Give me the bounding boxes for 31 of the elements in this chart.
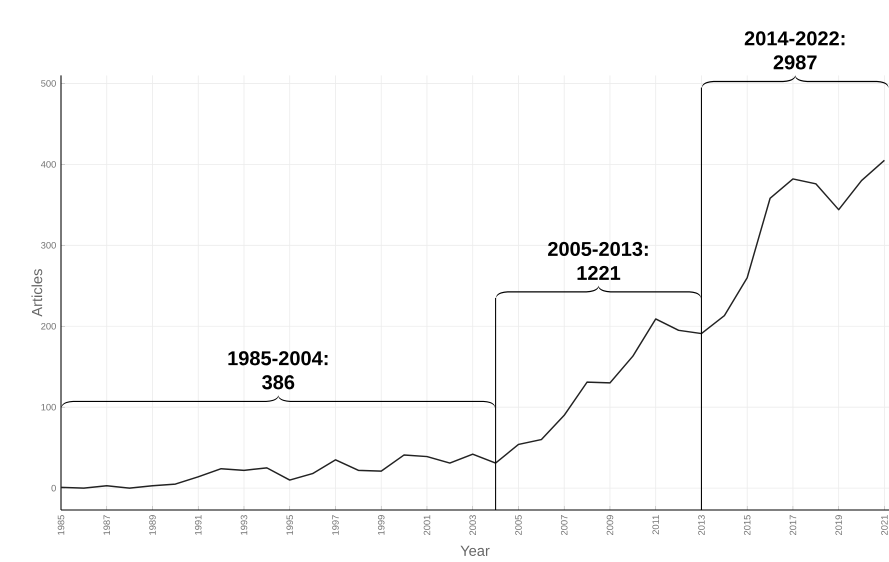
x-tick-label: 2017 [790,515,796,536]
y-tick-label: 200 [41,322,56,330]
x-tick-label: 1991 [194,515,202,535]
y-tick-label: 0 [51,484,56,492]
x-tick-label: 2013 [698,515,705,536]
y-tick-label: 500 [41,80,56,87]
x-tick-label: 2011 [652,515,659,534]
x-tick-label: 1997 [332,515,339,535]
annotation: 2005-2013: 1221 [548,242,648,280]
y-axis-title: Articles [31,269,42,317]
x-axis-title: Year [460,546,490,556]
x-tick-label: 2007 [560,515,568,536]
y-tick-label: 100 [41,404,56,410]
x-tick-label: 1993 [240,515,248,535]
x-tick-label: 1995 [286,515,294,535]
x-tick-label: 1985 [58,515,64,535]
x-tick-label: 2019 [835,515,842,536]
y-tick-label: 400 [40,161,56,168]
x-tick-label: 2003 [469,515,476,536]
x-tick-label: 1989 [149,515,156,535]
x-tick-label: 2005 [515,515,522,536]
x-tick-label: 2015 [744,515,750,536]
x-tick-label: 1999 [378,515,385,535]
x-tick-label: 2009 [606,515,614,536]
x-tick-label: 1987 [103,515,110,535]
y-tick-label: 300 [41,242,56,249]
x-tick-label: 2001 [424,515,430,536]
text: 2014-2022: 2987 [744,31,844,70]
x-tick-label: 2021 [881,515,888,536]
annotation: 1985-2004: 386 [228,351,328,390]
line-series [60,160,886,489]
